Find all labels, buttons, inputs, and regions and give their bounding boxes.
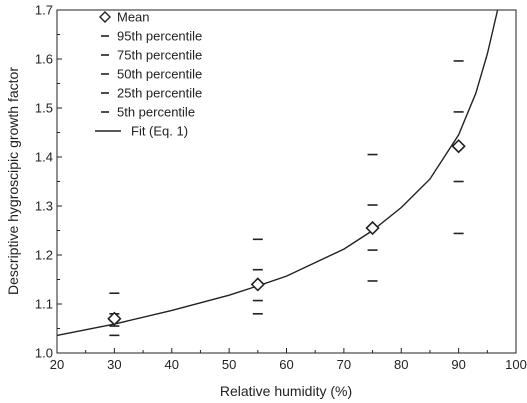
legend-entry-label: Mean: [117, 10, 150, 25]
x-tick-label: 20: [50, 357, 64, 372]
y-tick-label: 1.6: [35, 52, 53, 67]
mean-diamond-marker: [107, 311, 122, 326]
legend-entry-label: Fit (Eq. 1): [131, 124, 188, 139]
legend-entry-label: 5th percentile: [117, 105, 195, 120]
legend-entry-label: 95th percentile: [117, 29, 202, 44]
y-axis-title: Descriptive hygroscipic growth factor: [5, 67, 21, 295]
x-tick-label: 30: [107, 357, 121, 372]
y-tick-label: 1.5: [35, 101, 53, 116]
y-tick-label: 1.2: [35, 248, 53, 263]
y-tick-label: 1.4: [35, 150, 53, 165]
y-tick-label: 1.3: [35, 199, 53, 214]
legend: Mean 95th percentile 75th percentile 50th p…: [95, 10, 202, 139]
x-tick-label: 40: [165, 357, 179, 372]
y-axis-ticks: 1.0 1.1 1.2 1.3 1.4 1.5 1.6 1.7: [35, 3, 62, 361]
y-tick-label: 1.0: [35, 346, 53, 361]
x-axis-ticks: 20 30 40 50 60 70 80 90 100: [50, 348, 527, 372]
mean-diamond-marker: [451, 139, 466, 154]
x-tick-label: 70: [337, 357, 351, 372]
legend-entry-label: 25th percentile: [117, 86, 202, 101]
y-tick-label: 1.7: [35, 3, 53, 18]
legend-entry-label: 50th percentile: [117, 67, 202, 82]
data-marks: [107, 60, 466, 337]
legend-mean-symbol: [99, 11, 111, 23]
x-tick-label: 60: [279, 357, 293, 372]
x-tick-label: 80: [394, 357, 408, 372]
x-tick-label: 100: [505, 357, 527, 372]
mean-diamond-marker: [250, 277, 265, 292]
fit-curve: [56, 9, 499, 337]
mean-diamond-marker: [365, 220, 380, 236]
legend-entry-label: 75th percentile: [117, 48, 202, 63]
y-tick-label: 1.1: [35, 297, 53, 312]
x-tick-label: 50: [222, 357, 236, 372]
x-tick-label: 90: [451, 357, 465, 372]
x-axis-title: Relative humidity (%): [220, 383, 352, 399]
